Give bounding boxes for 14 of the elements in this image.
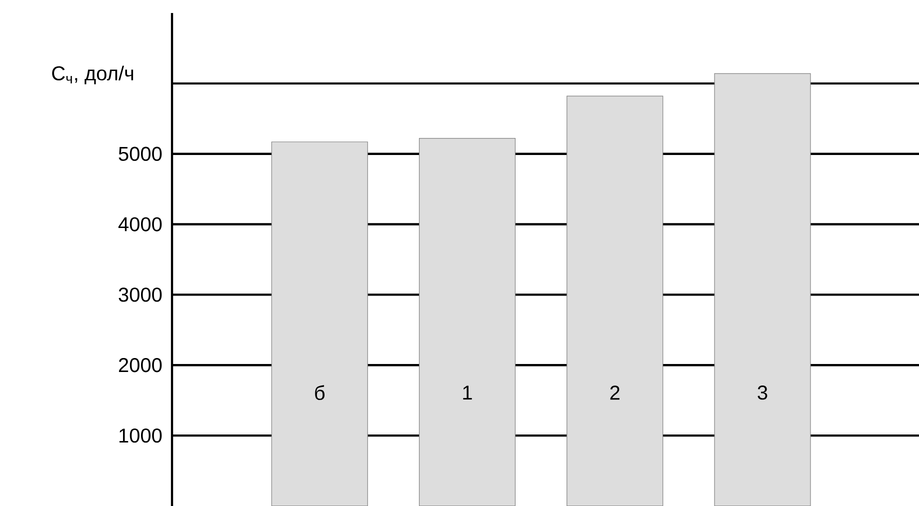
y-tick-label: 5000 xyxy=(118,146,162,161)
x-tick-label: б xyxy=(315,385,325,400)
bar xyxy=(271,142,368,506)
y-tick-label: 1000 xyxy=(120,428,162,443)
bar xyxy=(714,73,811,506)
y-tick-label: 3000 xyxy=(118,288,162,302)
bar xyxy=(418,138,516,506)
x-tick-label: 2 xyxy=(610,386,620,400)
x-tick-label: 1 xyxy=(463,386,472,400)
x-tick-label: 3 xyxy=(758,386,768,400)
y-tick-label: 4000 xyxy=(118,217,162,232)
bar xyxy=(566,96,664,506)
y-tick-label: 2000 xyxy=(118,358,162,372)
y-axis-title: C$_{ч}$, дол/ч xyxy=(52,66,134,84)
